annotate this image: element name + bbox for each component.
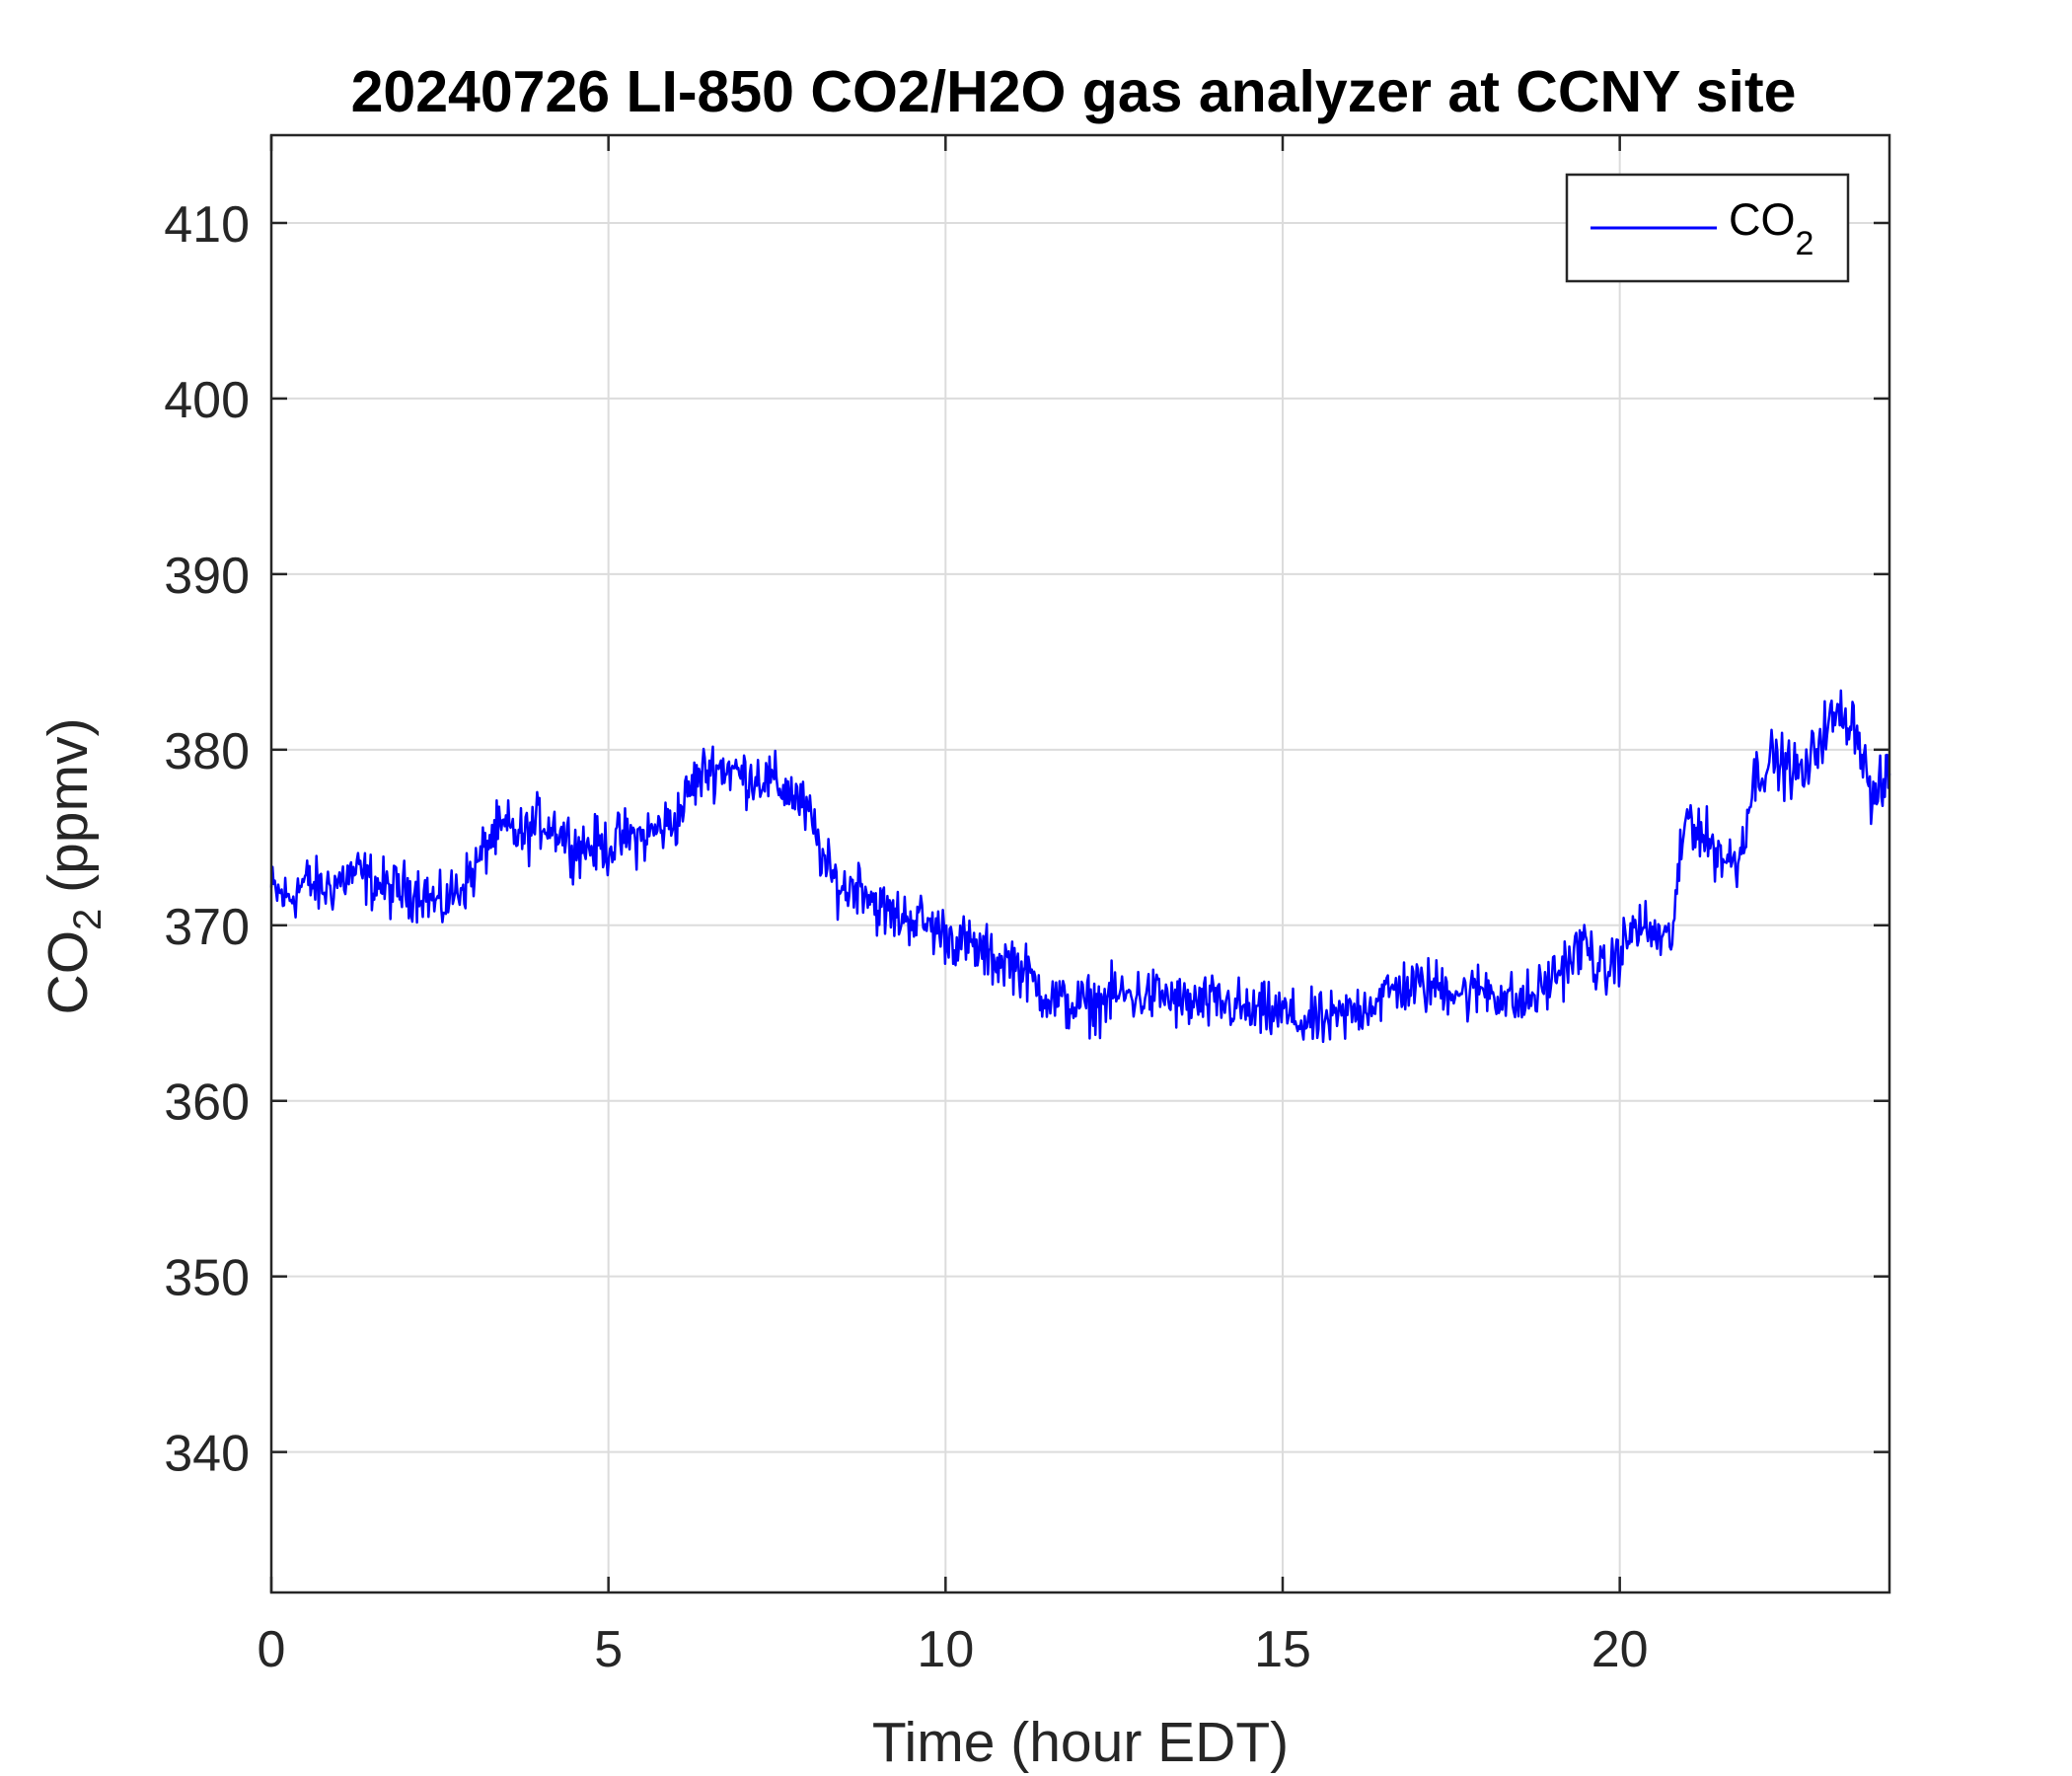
legend: CO2 — [1565, 173, 1850, 283]
y-axis-label-units: (ppmv) — [37, 718, 100, 909]
y-tick-label: 410 — [164, 196, 250, 254]
y-axis-label: CO2 (ppmv) — [37, 718, 110, 1015]
legend-label-main: CO — [1729, 194, 1796, 245]
x-axis-label: Time (hour EDT) — [872, 1711, 1289, 1774]
y-tick-label: 350 — [164, 1250, 250, 1307]
x-tick-labels: 0 5 10 15 20 — [258, 1621, 1649, 1678]
y-axis-label-main: CO — [37, 930, 100, 1015]
series-layer — [269, 689, 1891, 1044]
y-tick-label: 400 — [164, 372, 250, 429]
tick-marks — [269, 135, 1889, 1592]
x-tick-label: 0 — [258, 1621, 286, 1678]
legend-label-subscript: 2 — [1796, 225, 1814, 262]
series-line-co2 — [269, 689, 1891, 1044]
plot-frame — [269, 133, 1891, 1594]
legend-label-co2: CO2 — [1729, 194, 1813, 262]
x-tick-label: 20 — [1591, 1621, 1649, 1678]
y-tick-label: 360 — [164, 1074, 250, 1132]
y-tick-labels: 340 350 360 370 380 390 400 410 — [164, 196, 250, 1483]
y-axis-label-subscript: 2 — [66, 909, 110, 930]
y-tick-label: 340 — [164, 1426, 250, 1483]
x-tick-label: 10 — [917, 1621, 974, 1678]
y-tick-label: 370 — [164, 899, 250, 956]
y-tick-label: 390 — [164, 548, 250, 605]
grid — [270, 135, 1889, 1592]
y-tick-label: 380 — [164, 723, 250, 780]
x-tick-label: 15 — [1254, 1621, 1311, 1678]
chart-title: 20240726 LI-850 CO2/H2O gas analyzer at … — [351, 59, 1797, 124]
x-tick-label: 5 — [594, 1621, 623, 1678]
